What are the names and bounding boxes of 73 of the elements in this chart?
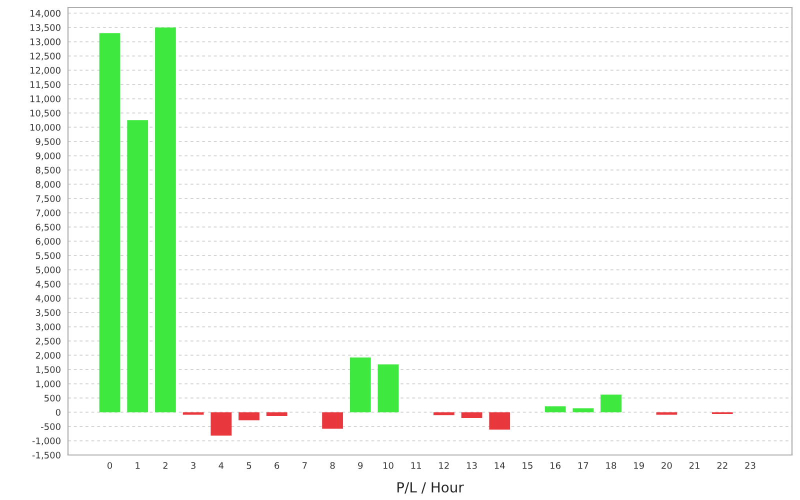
bar	[266, 412, 288, 416]
x-tick-label: 18	[606, 462, 616, 469]
y-tick-label: 10,000	[30, 124, 60, 132]
bar	[378, 364, 399, 412]
x-tick-label: 9	[358, 462, 363, 469]
y-tick-label: 14,000	[30, 10, 60, 18]
x-tick-label: 6	[274, 462, 280, 469]
x-tick-label: 1	[136, 462, 140, 469]
y-tick-label: 500	[44, 394, 60, 402]
bar	[127, 120, 148, 412]
x-tick-label: 21	[689, 462, 700, 469]
y-tick-label: 8,500	[36, 166, 60, 174]
y-tick-label: 11,000	[30, 95, 60, 104]
y-tick-label: 9,500	[36, 138, 60, 146]
y-tick-label: 11,500	[30, 81, 60, 89]
x-axis-title: P/L / Hour	[397, 482, 464, 494]
y-tick-label: 5,000	[36, 266, 60, 274]
bar	[210, 412, 232, 436]
y-tick-label: -1,000	[32, 437, 60, 446]
bar	[544, 406, 566, 412]
x-tick-label: 5	[246, 462, 252, 469]
bar	[600, 394, 622, 412]
x-tick-label: 12	[439, 462, 449, 469]
bar	[656, 412, 678, 415]
y-tick-label: 3,000	[36, 323, 60, 332]
bar	[322, 412, 343, 429]
y-tick-label: 6,500	[36, 224, 60, 232]
y-tick-label: 2,000	[36, 352, 60, 360]
y-tick-label: 3,500	[36, 309, 60, 317]
x-tick-label: 3	[191, 462, 196, 469]
y-tick-label: 8,000	[36, 180, 60, 189]
x-tick-label: 22	[717, 462, 728, 469]
y-tick-label: 4,000	[36, 294, 60, 303]
bar	[155, 27, 176, 412]
bar	[489, 412, 510, 430]
x-tick-label: 15	[522, 462, 532, 469]
y-tick-label: 0	[56, 408, 60, 416]
x-tick-label: 13	[467, 462, 477, 469]
bar	[238, 412, 260, 420]
y-tick-label: 4,500	[36, 280, 60, 288]
y-tick-label: 7,000	[36, 209, 60, 218]
y-tick-label: -1,500	[32, 452, 60, 460]
y-tick-label: 13,000	[30, 38, 60, 46]
y-tick-label: 2,500	[36, 338, 60, 346]
y-tick-label: 13,500	[30, 24, 60, 32]
y-tick-label: 12,500	[30, 52, 60, 60]
y-tick-label: 9,000	[36, 152, 60, 160]
y-tick-label: 5,500	[36, 252, 60, 260]
x-tick-label: 19	[634, 462, 644, 469]
y-tick-label: 1,000	[36, 380, 60, 388]
bar	[182, 412, 204, 415]
bar	[99, 33, 120, 412]
bar	[461, 412, 482, 418]
x-tick-label: 0	[107, 462, 112, 469]
x-tick-label: 11	[411, 462, 421, 469]
x-tick-label: 4	[218, 462, 224, 469]
x-tick-label: 16	[550, 462, 560, 469]
x-tick-label: 20	[662, 462, 672, 469]
y-tick-label: -500	[41, 423, 60, 430]
y-tick-label: 6,000	[36, 238, 60, 246]
y-tick-label: 1,500	[36, 366, 60, 374]
y-tick-label: 12,000	[30, 66, 60, 75]
y-tick-label: 7,500	[36, 195, 60, 203]
x-tick-label: 17	[578, 462, 588, 469]
bar	[433, 412, 454, 416]
x-tick-label: 2	[163, 462, 168, 469]
x-tick-label: 7	[302, 462, 307, 469]
x-tick-label: 14	[494, 462, 505, 469]
bar	[350, 358, 371, 412]
x-tick-label: 23	[745, 462, 756, 469]
y-tick-label: 10,500	[30, 110, 60, 118]
x-tick-label: 8	[330, 462, 335, 469]
x-tick-label: 10	[383, 462, 394, 469]
